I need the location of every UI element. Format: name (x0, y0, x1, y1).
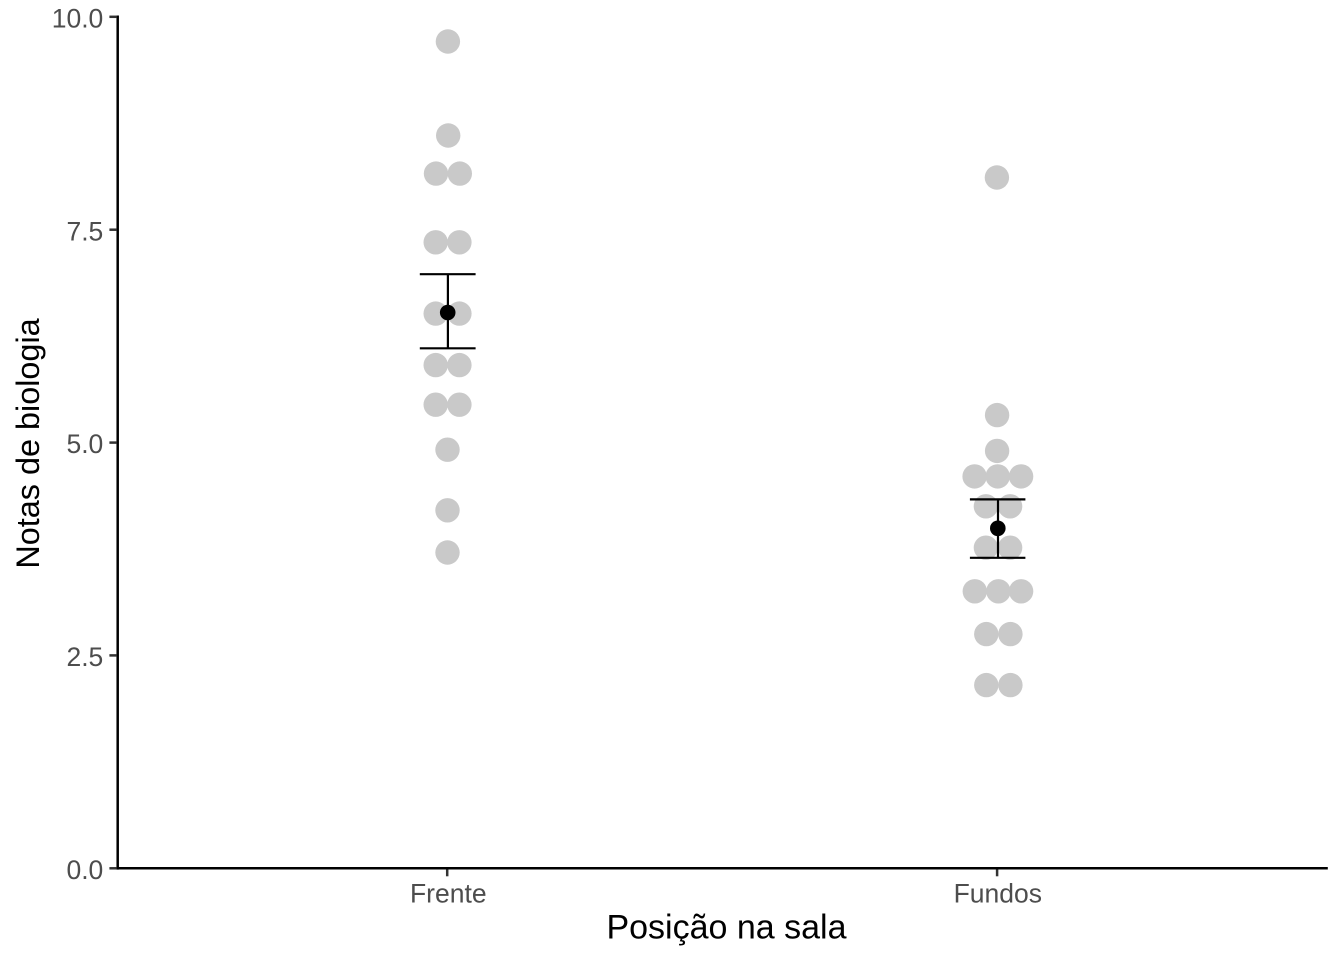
svg-text:Frente: Frente (410, 879, 487, 909)
svg-text:Notas de biologia: Notas de biologia (10, 317, 46, 568)
svg-text:Fundos: Fundos (954, 879, 1042, 909)
svg-text:Posição na sala: Posição na sala (606, 909, 846, 947)
svg-text:7.5: 7.5 (66, 216, 103, 246)
svg-text:5.0: 5.0 (66, 429, 103, 459)
svg-text:10.0: 10.0 (52, 3, 104, 33)
svg-text:2.5: 2.5 (66, 642, 103, 672)
svg-text:0.0: 0.0 (66, 855, 103, 885)
